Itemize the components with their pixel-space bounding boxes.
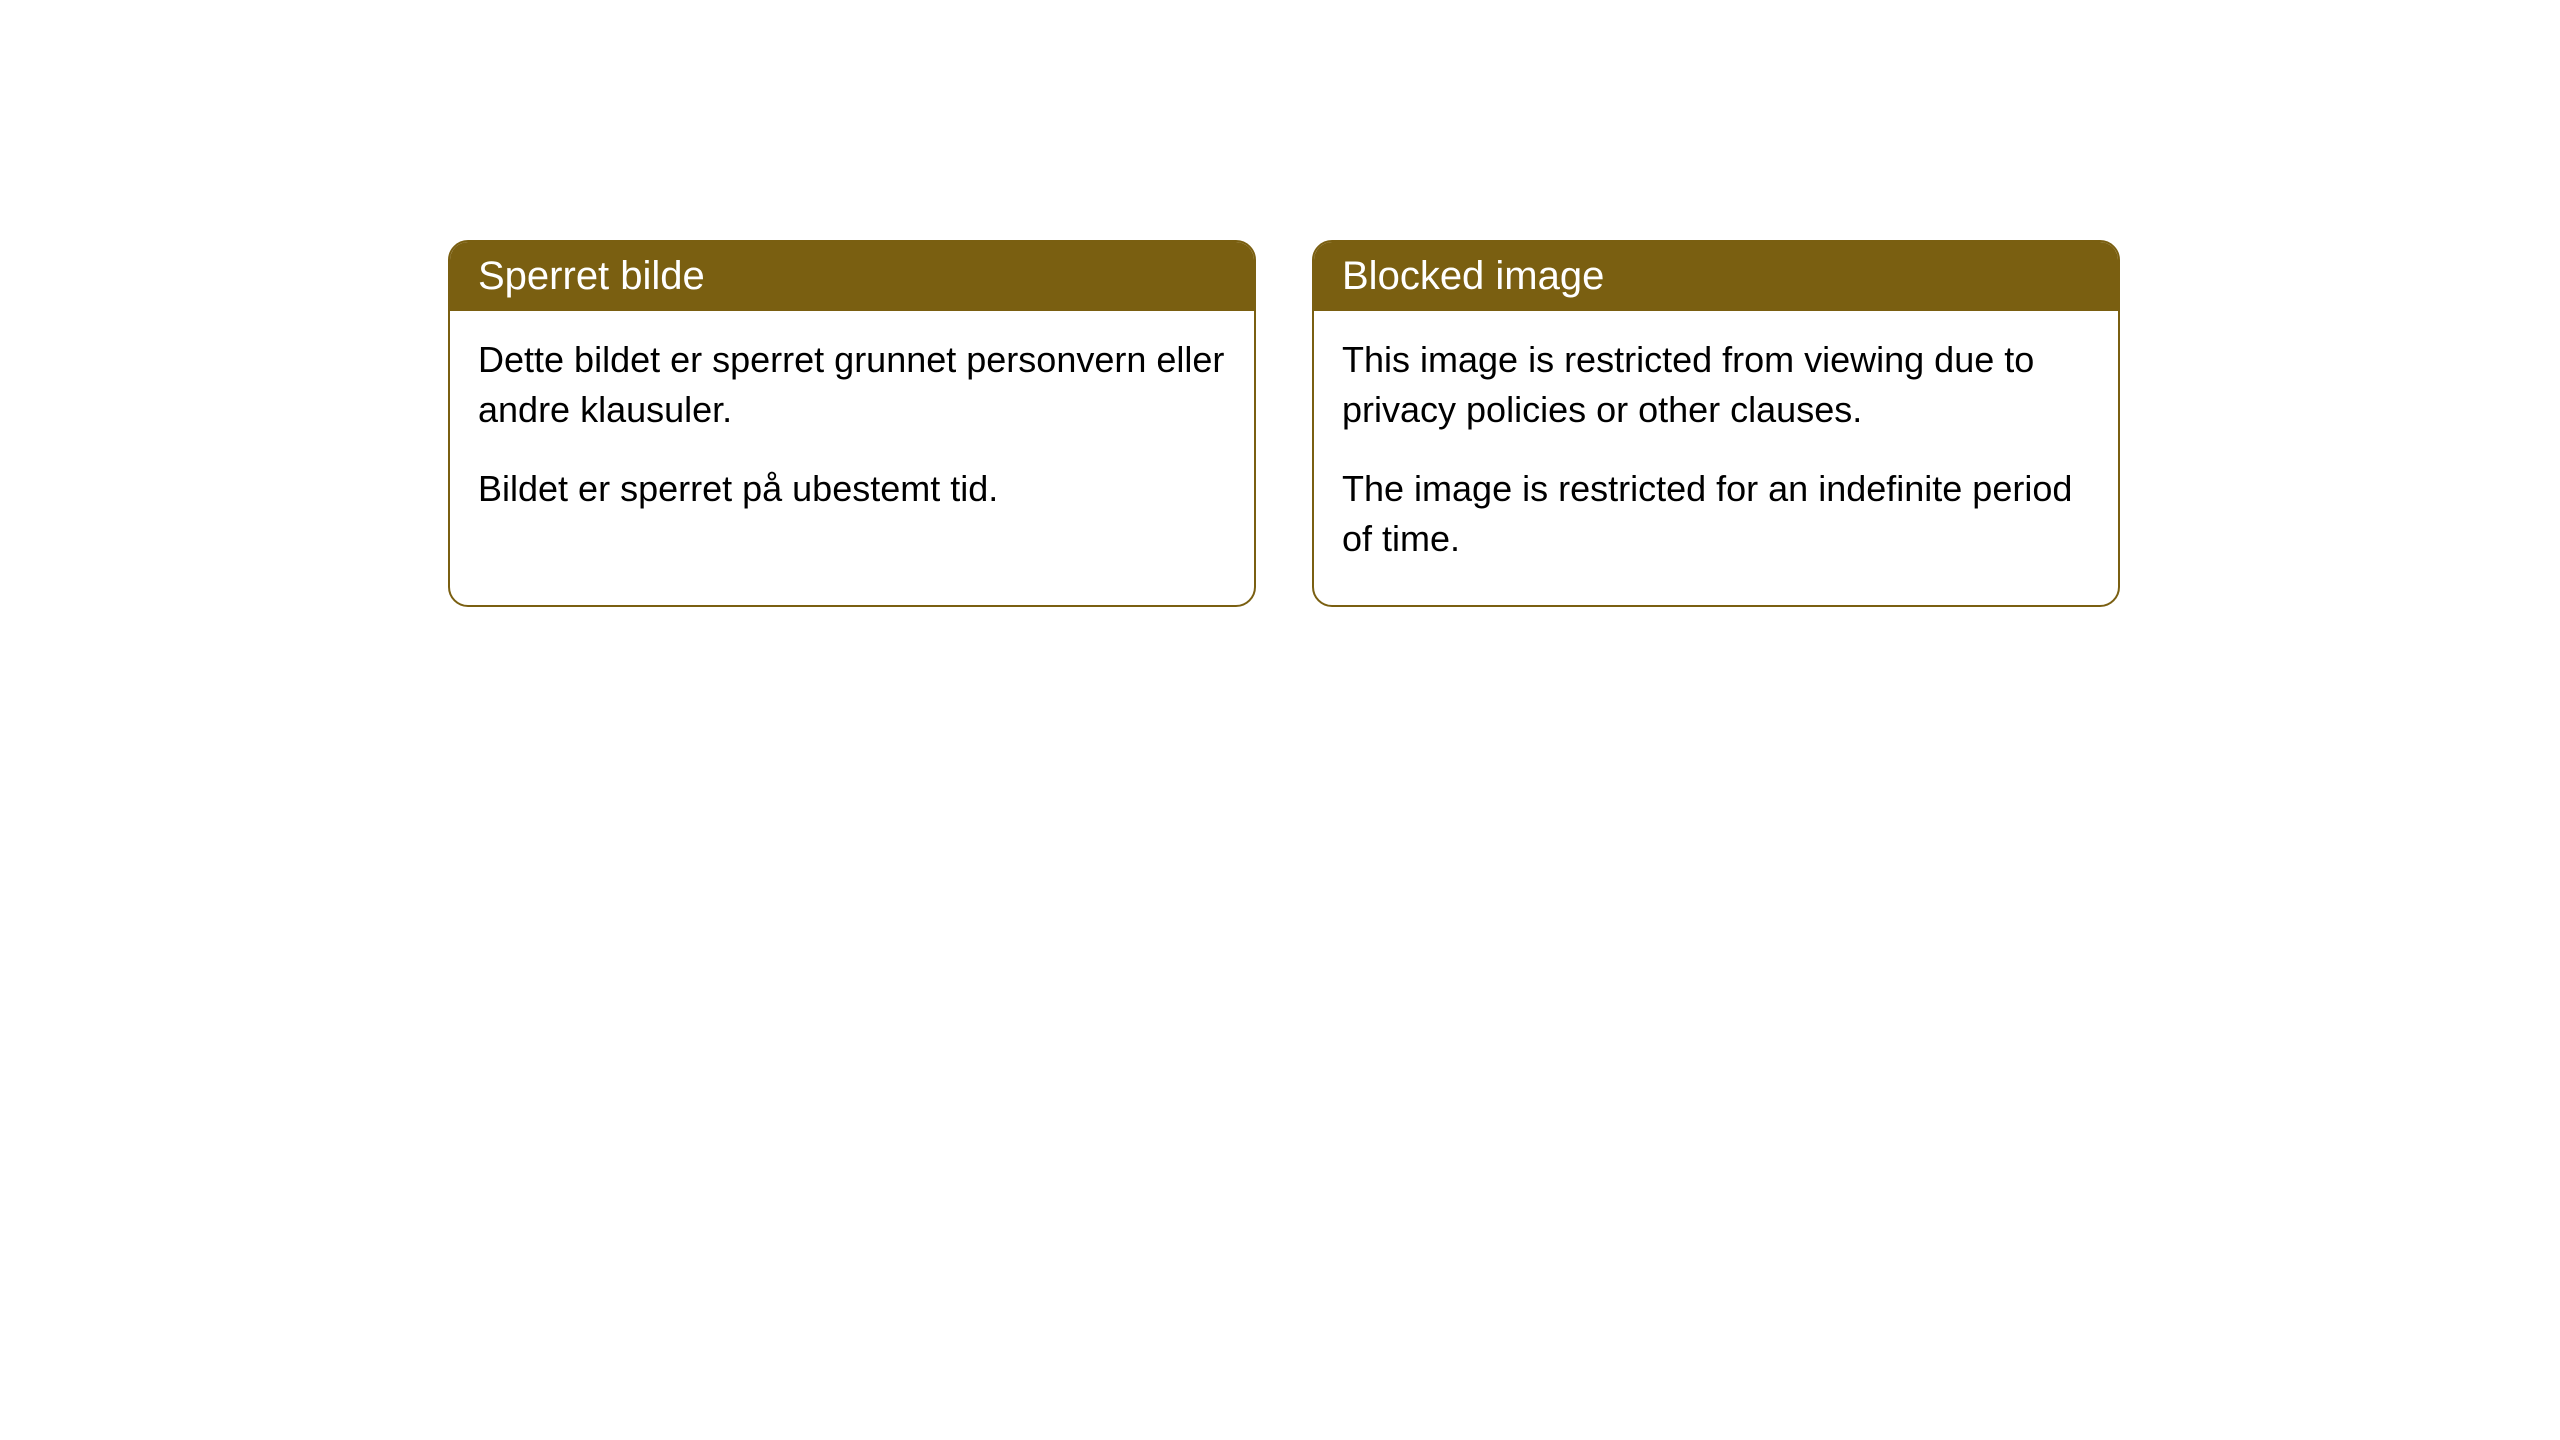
cards-container: Sperret bilde Dette bildet er sperret gr… [0,0,2560,607]
card-header: Sperret bilde [450,242,1254,311]
card-title: Blocked image [1342,254,1604,298]
card-header: Blocked image [1314,242,2118,311]
card-blocked-image-english: Blocked image This image is restricted f… [1312,240,2120,607]
card-blocked-image-norwegian: Sperret bilde Dette bildet er sperret gr… [448,240,1256,607]
card-body: Dette bildet er sperret grunnet personve… [450,311,1254,554]
card-paragraph: The image is restricted for an indefinit… [1342,464,2090,565]
card-title: Sperret bilde [478,254,705,298]
card-paragraph: Dette bildet er sperret grunnet personve… [478,335,1226,436]
card-paragraph: Bildet er sperret på ubestemt tid. [478,464,1226,514]
card-paragraph: This image is restricted from viewing du… [1342,335,2090,436]
card-body: This image is restricted from viewing du… [1314,311,2118,605]
